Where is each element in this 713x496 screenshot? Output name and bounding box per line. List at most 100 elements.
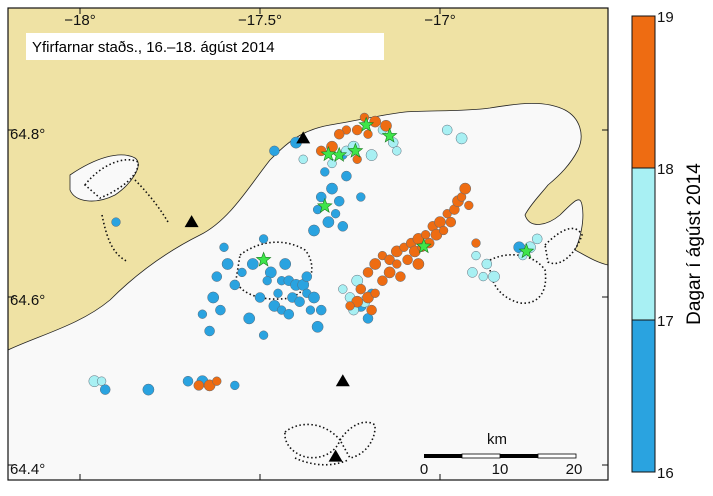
earthquake-point-day18 (369, 115, 382, 128)
caldera-outline (544, 227, 583, 265)
earthquake-point-day16 (111, 217, 121, 227)
map-title-background (26, 33, 384, 60)
earthquake-point-day18 (345, 301, 355, 311)
earthquake-point-day17 (467, 267, 478, 278)
earthquake-point-day18 (377, 275, 388, 286)
earthquake-point-day16 (315, 191, 327, 203)
earthquake-point-day16 (337, 221, 349, 232)
earthquake-point-day18 (212, 376, 222, 386)
earthquake-point-day17 (455, 132, 468, 145)
earthquake-point-day18 (369, 258, 382, 270)
earthquake-point-day18 (351, 124, 363, 136)
scale-bar-segment (424, 454, 462, 458)
earthquake-point-day16 (320, 167, 330, 177)
earthquake-point-day16 (315, 304, 327, 316)
earthquake-point-day17 (478, 271, 488, 282)
map-title: Yfirfarnar staðs., 16.–18. ágúst 2014 (32, 39, 275, 56)
star-marker (316, 197, 333, 213)
lon-tick-label: −17.5° (238, 12, 282, 29)
star-marker (347, 142, 364, 158)
earthquake-point-day18 (402, 254, 413, 266)
earthquake-point-day18 (333, 128, 345, 140)
earthquake-point-day18 (384, 254, 395, 266)
earthquake-point-day18 (471, 238, 481, 248)
caldera-outline (134, 179, 169, 223)
earthquake-point-day16 (308, 224, 320, 237)
earthquake-point-day16 (283, 308, 295, 320)
earthquake-point-day16 (246, 258, 259, 270)
star-marker (518, 243, 535, 259)
earthquake-point-day17 (488, 270, 500, 283)
earthquake-point-day16 (215, 304, 226, 316)
colorbar: 19 18 17 16 Dagar í ágúst 2014 (631, 9, 705, 482)
scale-bar-segment (500, 454, 538, 458)
colorbar-label: 18 (657, 161, 674, 178)
colorbar-segment-17-18 (632, 168, 655, 320)
earthquake-point-day17 (531, 233, 543, 245)
earthquake-point-day17 (471, 250, 481, 261)
earthquake-point-day16 (322, 216, 335, 228)
earthquake-point-day18 (355, 283, 367, 295)
earthquake-point-day18 (383, 266, 396, 279)
scale-bar-segment (537, 453, 577, 459)
earthquake-point-day18 (420, 230, 431, 240)
earthquake-point-day16 (197, 309, 208, 319)
earthquake-point-day16 (269, 145, 280, 157)
earthquake-point-day16 (254, 292, 266, 303)
star-marker (415, 238, 432, 254)
earthquake-point-day16 (294, 296, 305, 307)
earthquake-point-day18 (412, 258, 425, 270)
caldera-outline (489, 254, 547, 304)
star-markers (255, 116, 535, 267)
caldera-outline (294, 457, 349, 466)
colorbar-label: 19 (657, 9, 674, 26)
seismic-station-triangle (335, 374, 350, 387)
earthquake-point-day16 (229, 279, 241, 291)
earthquake-point-day18 (193, 380, 205, 391)
earthquake-point-day16 (258, 330, 269, 340)
earthquake-point-day17 (441, 124, 453, 136)
seismic-station-triangle (328, 449, 343, 462)
scale-bar-label: 0 (420, 461, 428, 478)
earthquake-point-day18 (362, 267, 374, 278)
map-axes: −18° −17.5° −17° 64.8° 64.6° 64.4° (8, 8, 608, 480)
lat-tick-label: 64.8° (10, 126, 45, 143)
earthquake-point-day18 (438, 225, 449, 236)
earthquake-point-day16 (333, 195, 345, 207)
colorbar-segment-18-19 (632, 16, 655, 168)
earthquake-point-day17 (365, 149, 378, 161)
earthquake-point-day17 (481, 258, 493, 270)
seismic-station-triangle (184, 215, 199, 228)
island-outline (69, 154, 139, 202)
earthquake-point-day16 (341, 170, 352, 182)
star-marker (381, 127, 398, 143)
earthquake-point-day16 (305, 305, 316, 315)
earthquake-point-day16 (308, 291, 320, 304)
earthquake-point-day16 (204, 325, 215, 337)
star-marker (320, 145, 337, 162)
seismic-station-triangle (296, 131, 311, 144)
earthquake-point-day16 (330, 209, 341, 219)
earthquake-point-day18 (459, 182, 472, 195)
colorbar-label: 17 (657, 313, 674, 330)
earthquake-point-day17 (338, 284, 348, 294)
map-title-box: Yfirfarnar staðs., 16.–18. ágúst 2014 (26, 33, 384, 60)
colorbar-frame (631, 15, 656, 473)
earthquake-point-day16 (279, 258, 292, 270)
earthquake-point-day18 (392, 259, 402, 269)
star-marker (255, 251, 272, 267)
earthquake-point-day17 (298, 154, 308, 164)
earthquake-point-day16 (326, 182, 338, 195)
earthquake-point-day16 (258, 234, 269, 244)
earthquake-point-day16 (311, 320, 324, 333)
earthquake-point-day16 (182, 375, 194, 387)
earthquake-point-day16 (230, 380, 240, 391)
earthquake-point-day16 (262, 276, 272, 286)
caldera-outline (83, 158, 139, 199)
star-marker (358, 116, 375, 132)
map-panel (8, 8, 608, 480)
earthquake-point-day16 (237, 267, 247, 278)
scale-bar-label: 10 (492, 461, 509, 478)
earthquake-point-day16 (221, 258, 234, 270)
